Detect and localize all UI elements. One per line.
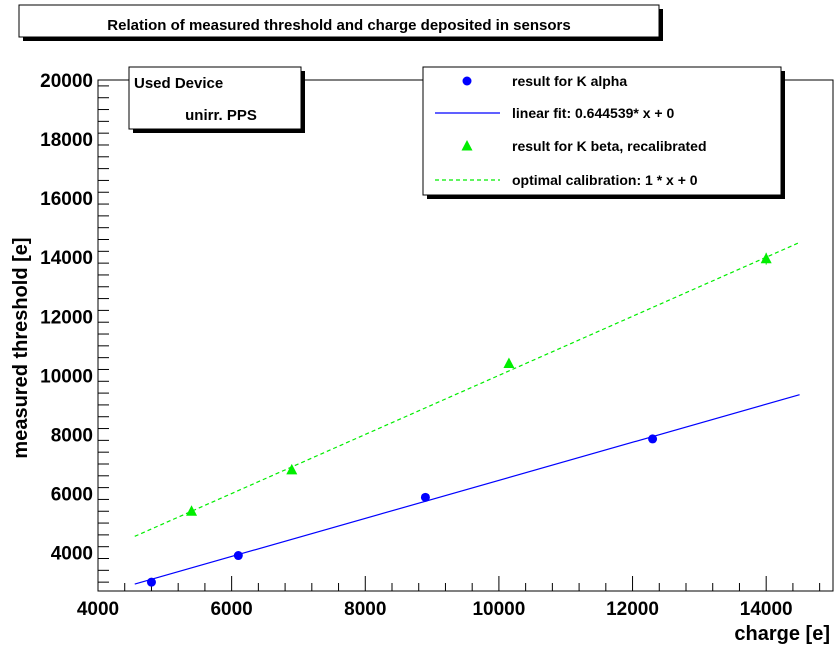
y-tick-label: 16000 — [40, 189, 93, 210]
legend-entry-label: linear fit: 0.644539* x + 0 — [512, 105, 674, 121]
legend-entry-label: result for K beta, recalibrated — [512, 138, 707, 154]
axis-ticks — [97, 85, 821, 591]
k-alpha-point — [648, 434, 658, 444]
legend-circle-marker — [462, 76, 472, 86]
linear-fit-line — [134, 394, 800, 585]
x-tick-label: 14000 — [740, 599, 793, 620]
x-tick-label: 10000 — [472, 599, 525, 620]
device-info-box: Used Device unirr. PPS — [128, 66, 305, 133]
k-beta-point — [186, 505, 198, 516]
legend-entry-label: result for K alpha — [512, 73, 627, 89]
y-tick-label: 12000 — [40, 307, 93, 328]
y-tick-label: 20000 — [40, 71, 93, 92]
x-tick-label: 8000 — [344, 599, 386, 620]
y-tick-label: 8000 — [51, 425, 93, 446]
chart-title: Relation of measured threshold and charg… — [107, 17, 570, 34]
optimal-calibration-line — [134, 241, 800, 537]
legend: result for K alpha linear fit: 0.644539* … — [422, 66, 785, 199]
y-tick-label: 4000 — [51, 544, 93, 565]
k-alpha-point — [233, 551, 243, 561]
y-tick-label: 18000 — [40, 130, 93, 151]
x-tick-label: 12000 — [606, 599, 659, 620]
legend-entry-label: optimal calibration: 1 * x + 0 — [512, 172, 698, 188]
k-beta-point — [286, 463, 298, 475]
data-series — [134, 241, 800, 587]
tick-labels: 4000 6000 8000 10000 12000 14000 4000 6000 8000 1… — [40, 71, 792, 620]
y-tick-label: 14000 — [40, 248, 93, 269]
title-box: Relation of measured threshold and charg… — [18, 4, 663, 41]
legend-triangle-marker — [461, 140, 473, 151]
x-tick-label: 6000 — [210, 599, 252, 620]
x-axis-label: charge [e] — [734, 623, 830, 645]
x-tick-label: 4000 — [77, 599, 119, 620]
y-tick-label: 6000 — [51, 485, 93, 506]
device-heading: Used Device — [134, 75, 223, 92]
y-axis-label: measured threshold [e] — [10, 237, 32, 458]
device-value: unirr. PPS — [185, 107, 257, 124]
k-beta-point — [760, 252, 772, 264]
k-beta-point — [503, 357, 515, 369]
k-alpha-point — [146, 577, 156, 587]
y-tick-label: 10000 — [40, 366, 93, 387]
k-alpha-point — [420, 492, 430, 502]
